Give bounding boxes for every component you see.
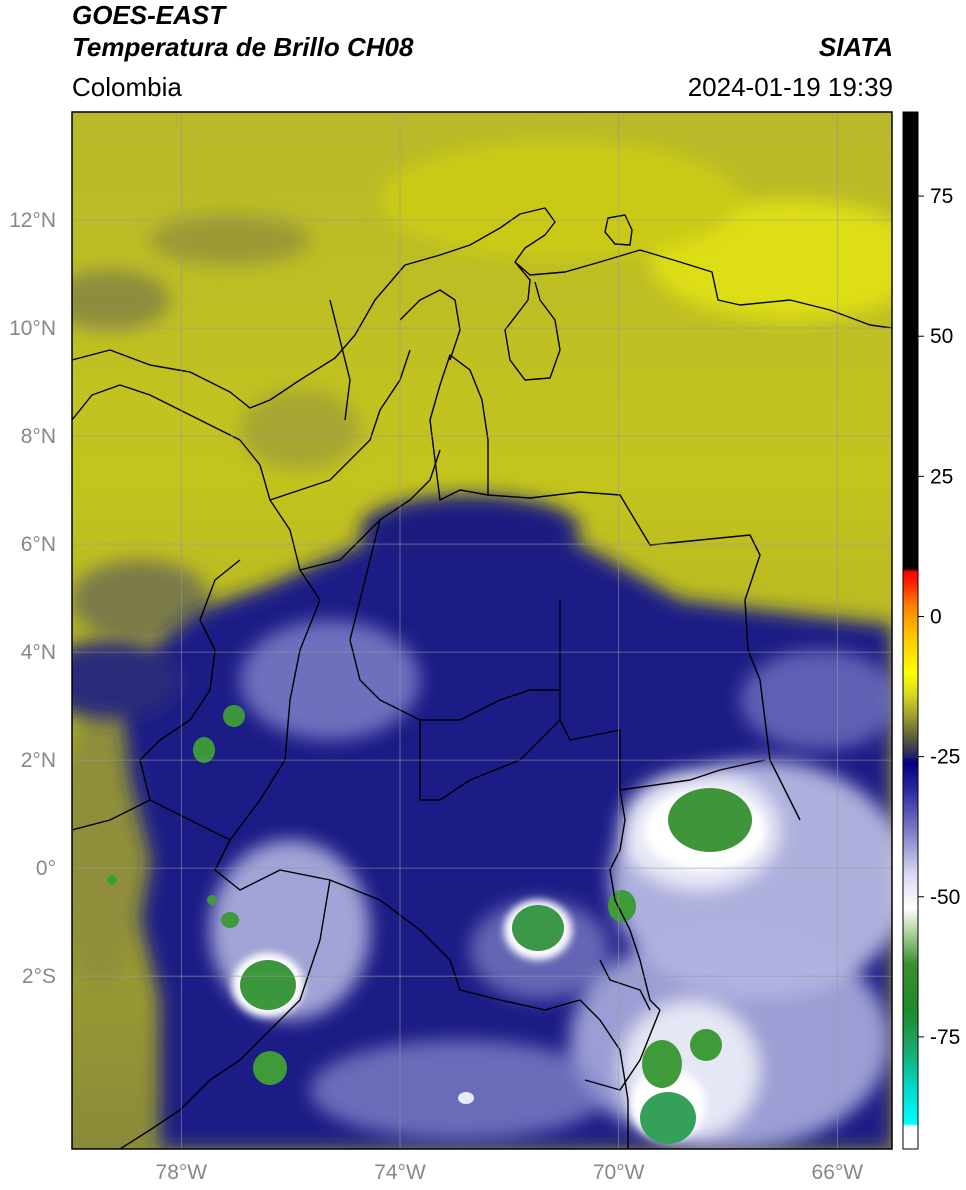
- lat-tick-label: 6°N: [21, 533, 56, 556]
- product-title: Temperatura de Brillo CH08: [72, 32, 414, 62]
- graticule: [72, 112, 892, 1149]
- lon-tick-label: 70°W: [593, 1161, 645, 1184]
- cold-cloud-cores: [107, 705, 765, 1144]
- map-frame: [71, 111, 893, 1150]
- lat-tick-label: 4°N: [21, 641, 56, 664]
- lat-tick-label: 12°N: [9, 209, 56, 232]
- colorbar-tick-label: -75: [930, 1026, 960, 1049]
- lat-tick-label: 10°N: [9, 317, 56, 340]
- lon-tick-label: 74°W: [374, 1161, 426, 1184]
- lat-tick-label: 2°N: [21, 749, 56, 772]
- colorbar-gradient: [903, 112, 918, 1149]
- colorbar: 75 50 25 0 -25 -50 -75: [902, 111, 960, 1150]
- coastlines-borders: [72, 207, 892, 1149]
- colorbar-tick-label: 50: [930, 325, 953, 348]
- colorbar-tick-label: 25: [930, 465, 953, 488]
- colorbar-ticks: 75 50 25 0 -25 -50 -75: [918, 185, 960, 1049]
- colorbar-tick-label: 75: [930, 185, 953, 208]
- lat-tick-label: 2°S: [22, 965, 56, 988]
- colorbar-tick-label: -50: [930, 886, 960, 909]
- datetime-label: 2024-01-19 19:39: [687, 72, 893, 102]
- satellite-title: GOES-EAST: [72, 0, 226, 30]
- colorbar-frame: [902, 111, 919, 1150]
- lat-tick-labels: 12°N 10°N 8°N 6°N 4°N 2°N 0° 2°S: [9, 209, 56, 988]
- colorbar-tick-label: 0: [930, 605, 942, 628]
- colorbar-tick-label: -25: [930, 746, 960, 769]
- agency-label: SIATA: [818, 32, 893, 62]
- lon-tick-labels: 78°W 74°W 70°W 66°W: [156, 1161, 864, 1184]
- satellite-map: [72, 112, 892, 1149]
- region-label: Colombia: [72, 72, 182, 102]
- lon-tick-label: 78°W: [156, 1161, 208, 1184]
- lon-tick-label: 66°W: [812, 1161, 864, 1184]
- lat-tick-label: 8°N: [21, 425, 56, 448]
- lat-tick-label: 0°: [36, 857, 56, 880]
